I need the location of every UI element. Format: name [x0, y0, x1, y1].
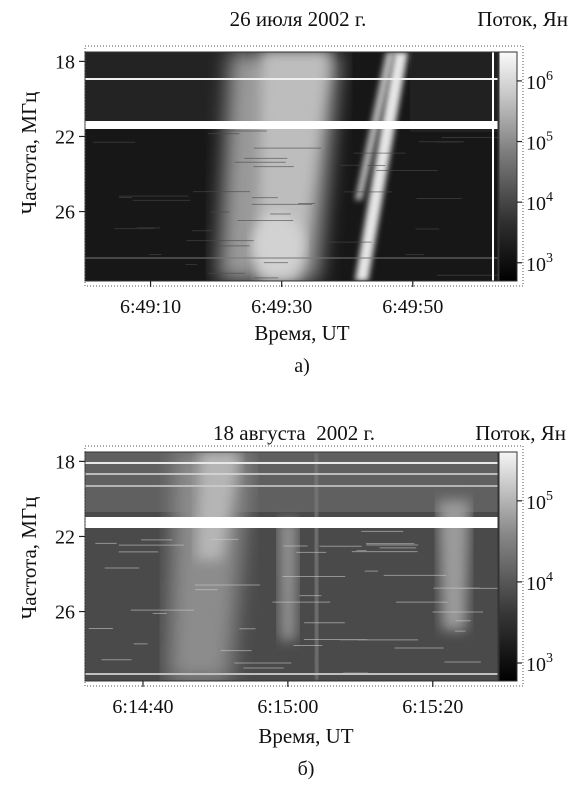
- panel-b-x-tick-label: 6:15:00: [257, 696, 318, 718]
- panel-b-title: 18 августа 2002 г.: [213, 421, 375, 445]
- panel-a-colorbar-tick-label: 105: [526, 130, 553, 155]
- panel-b-colorbar-tick-label: 104: [526, 570, 553, 595]
- panel-b-y-tick-label: 22: [55, 526, 75, 548]
- panel-a-colorbar-tick-label: 103: [526, 251, 553, 276]
- panel-b-axes-box: [84, 445, 524, 687]
- panel-a-y-tick-label: 18: [55, 51, 75, 73]
- panel-b-ylabel: Частота, МГц: [17, 497, 41, 620]
- panel-b-x-tick-label: 6:15:20: [402, 696, 463, 718]
- panel-b-spectrogram: [85, 452, 498, 681]
- panel-a-colorbar: [498, 51, 518, 282]
- panel-a-spectrogram: [85, 52, 498, 281]
- panel-b-colorbar-tick-label: 105: [526, 489, 553, 514]
- panel-a-x-tick-label: 6:49:50: [382, 296, 443, 318]
- panel-b: 18 августа 2002 г. Поток, Ян Частота, МГ…: [17, 421, 566, 780]
- panel-b-frame: [84, 451, 499, 682]
- panel-a-y-tick-label: 22: [55, 126, 75, 148]
- panel-b-caption: б): [298, 758, 315, 780]
- panel-a-colorbar-tick-label: 104: [526, 190, 553, 215]
- panel-b-ticks: 6:14:40 6:15:00 6:15:20 18 22 26 105 104 103: [55, 451, 553, 718]
- panel-b-colorbar-tick-label: 103: [526, 651, 553, 676]
- panel-a-x-tick-label: 6:49:10: [120, 296, 181, 318]
- panel-b-colorbar-title: Поток, Ян: [475, 421, 566, 445]
- panel-b-colorbar: [498, 451, 518, 682]
- panel-a: 26 июля 2002 г. Поток, Ян Част: [17, 7, 568, 377]
- panel-b-y-tick-label: 18: [55, 451, 75, 473]
- panel-a-x-tick-label: 6:49:30: [251, 296, 312, 318]
- panel-a-title: 26 июля 2002 г.: [230, 7, 367, 31]
- panel-a-caption: а): [294, 355, 310, 377]
- panel-a-frame: [84, 51, 499, 282]
- panel-a-colorbar-tick-label: 106: [526, 69, 553, 94]
- panel-a-ylabel: Частота, МГц: [17, 92, 41, 215]
- panel-b-x-tick-label: 6:14:40: [112, 696, 173, 718]
- panel-a-xlabel: Время, UT: [254, 321, 349, 345]
- panel-a-ticks: 6:49:10 6:49:30 6:49:50 18 22 26 106 105 104 103: [55, 51, 553, 318]
- panel-b-xlabel: Время, UT: [258, 724, 353, 748]
- panel-b-y-tick-label: 26: [55, 602, 75, 624]
- panel-a-colorbar-title: Поток, Ян: [477, 7, 568, 31]
- panel-a-axes-box: [84, 45, 524, 287]
- panel-a-y-tick-label: 26: [55, 202, 75, 224]
